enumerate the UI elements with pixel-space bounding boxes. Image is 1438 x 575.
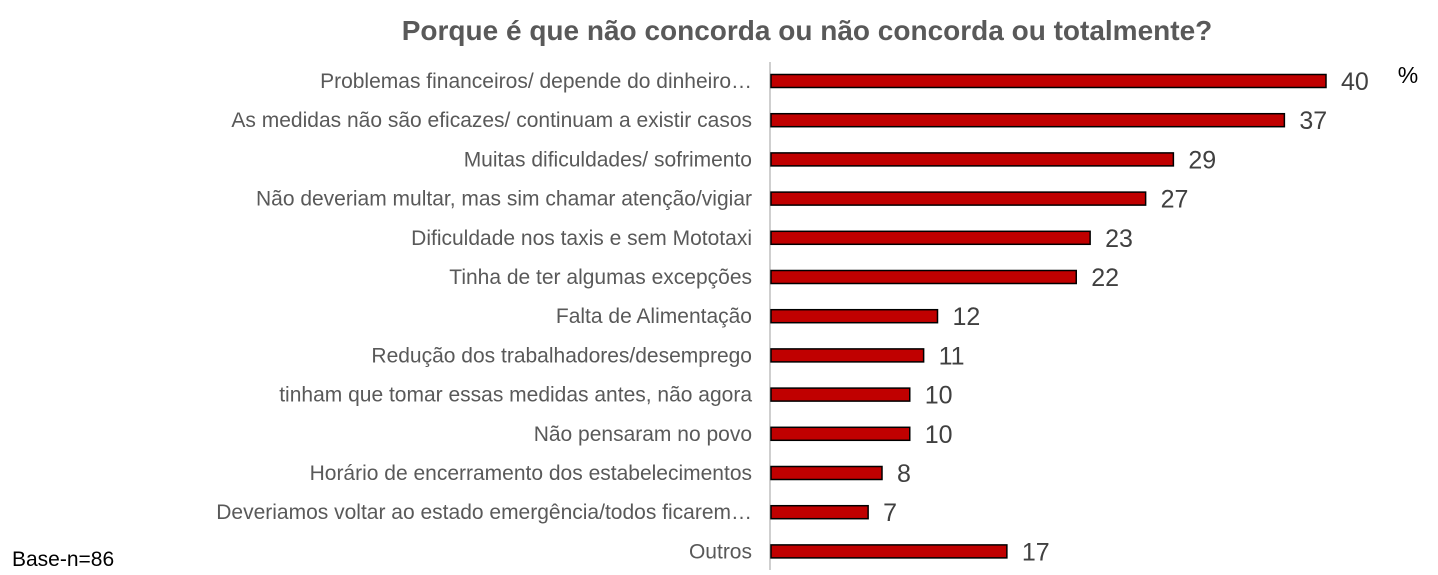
category-label: Não pensaram no povo — [534, 423, 752, 446]
category-label: Dificuldade nos taxis e sem Mototaxi — [411, 227, 752, 250]
category-label: Falta de Alimentação — [556, 305, 752, 328]
bars-group: Problemas financeiros/ depende do dinhei… — [216, 68, 1369, 566]
bar — [770, 465, 883, 481]
value-label: 23 — [1105, 225, 1133, 253]
bar — [770, 73, 1327, 89]
value-label: 10 — [925, 382, 953, 410]
category-label: As medidas não são eficazes/ continuam a… — [231, 109, 752, 132]
value-label: 10 — [925, 421, 953, 449]
category-label: tinham que tomar essas medidas antes, nã… — [279, 384, 752, 407]
category-label: Horário de encerramento dos estabelecime… — [310, 462, 752, 485]
bar — [770, 308, 939, 324]
bar — [770, 152, 1175, 167]
category-label: Muitas dificuldades/ sofrimento — [464, 148, 752, 171]
bar — [770, 230, 1091, 246]
base-note: Base-n=86 — [12, 548, 115, 571]
bar — [770, 504, 869, 520]
category-label: Redução dos trabalhadores/desemprego — [371, 344, 752, 367]
value-label: 11 — [939, 342, 965, 370]
value-label: 22 — [1091, 264, 1119, 292]
value-label: 37 — [1299, 107, 1327, 135]
bar — [770, 112, 1286, 128]
value-label: 29 — [1188, 146, 1216, 174]
value-label: 7 — [883, 499, 897, 527]
value-label: 17 — [1022, 538, 1050, 566]
value-label: 12 — [953, 303, 981, 331]
unit-label: % — [1398, 62, 1418, 88]
category-label: Outros — [689, 540, 752, 563]
category-label: Tinha de ter algumas excepções — [449, 266, 752, 289]
bar — [770, 191, 1147, 206]
bar — [770, 544, 1008, 559]
value-label: 27 — [1161, 186, 1189, 214]
value-label: 8 — [897, 460, 911, 488]
value-label: 40 — [1341, 68, 1369, 96]
bar — [770, 348, 925, 363]
bar — [770, 426, 911, 442]
chart-title: Porque é que não concorda ou não concord… — [402, 15, 1213, 46]
bar — [770, 269, 1077, 285]
bar — [770, 387, 911, 402]
category-label: Não deveriam multar, mas sim chamar aten… — [256, 188, 752, 211]
category-label: Problemas financeiros/ depende do dinhei… — [320, 70, 752, 93]
category-label: Deveriamos voltar ao estado emergência/t… — [216, 501, 752, 524]
